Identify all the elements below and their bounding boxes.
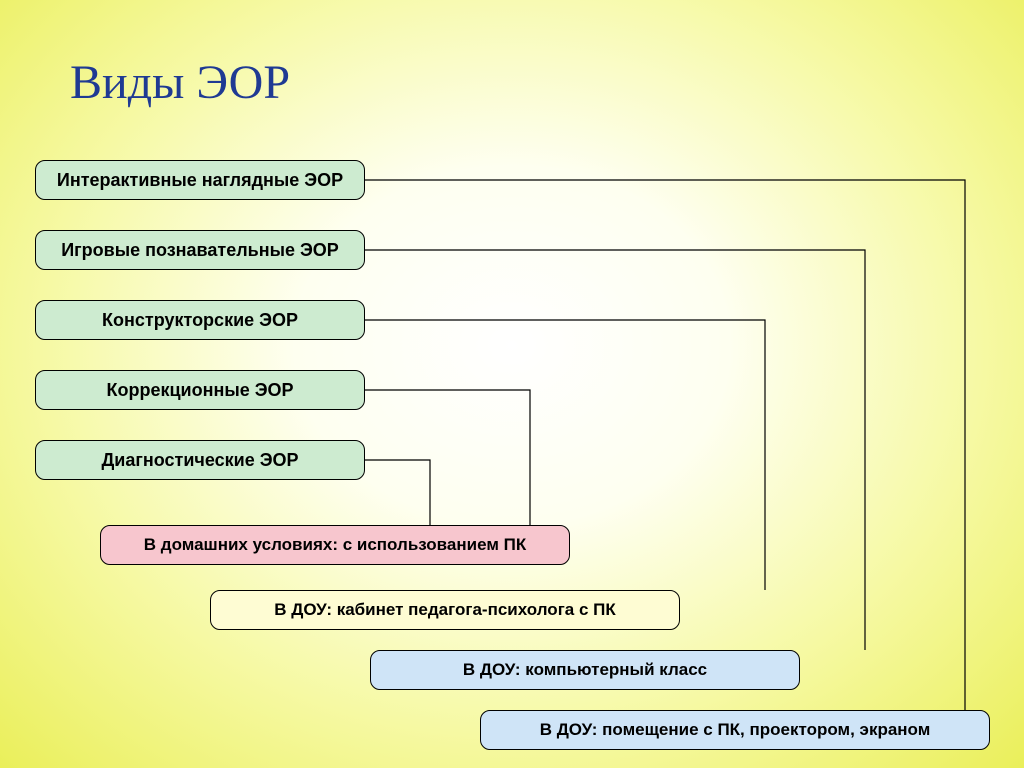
type-box-label: Конструкторские ЭОР xyxy=(102,310,298,331)
type-box-b2: Игровые познавательные ЭОР xyxy=(35,230,365,270)
context-box-label: В ДОУ: компьютерный класс xyxy=(463,660,707,680)
context-box-label: В домашних условиях: с использованием ПК xyxy=(144,535,526,555)
connector-b5-c1 xyxy=(365,460,430,525)
context-box-c2: В ДОУ: кабинет педагога-психолога с ПК xyxy=(210,590,680,630)
connector-b1-c4 xyxy=(365,180,965,710)
context-box-c4: В ДОУ: помещение с ПК, проектором, экран… xyxy=(480,710,990,750)
type-box-label: Диагностические ЭОР xyxy=(101,450,298,471)
context-box-c3: В ДОУ: компьютерный класс xyxy=(370,650,800,690)
connector-b4-c1 xyxy=(365,390,530,525)
type-box-label: Интерактивные наглядные ЭОР xyxy=(57,170,343,191)
context-box-label: В ДОУ: помещение с ПК, проектором, экран… xyxy=(540,720,931,740)
type-box-b3: Конструкторские ЭОР xyxy=(35,300,365,340)
type-box-b4: Коррекционные ЭОР xyxy=(35,370,365,410)
context-box-c1: В домашних условиях: с использованием ПК xyxy=(100,525,570,565)
type-box-b5: Диагностические ЭОР xyxy=(35,440,365,480)
type-box-b1: Интерактивные наглядные ЭОР xyxy=(35,160,365,200)
slide-title: Виды ЭОР xyxy=(70,55,290,110)
context-box-label: В ДОУ: кабинет педагога-психолога с ПК xyxy=(274,600,615,620)
slide-root: Виды ЭОР Интерактивные наглядные ЭОР Игро… xyxy=(0,0,1024,768)
type-box-label: Коррекционные ЭОР xyxy=(106,380,293,401)
type-box-label: Игровые познавательные ЭОР xyxy=(61,240,339,261)
